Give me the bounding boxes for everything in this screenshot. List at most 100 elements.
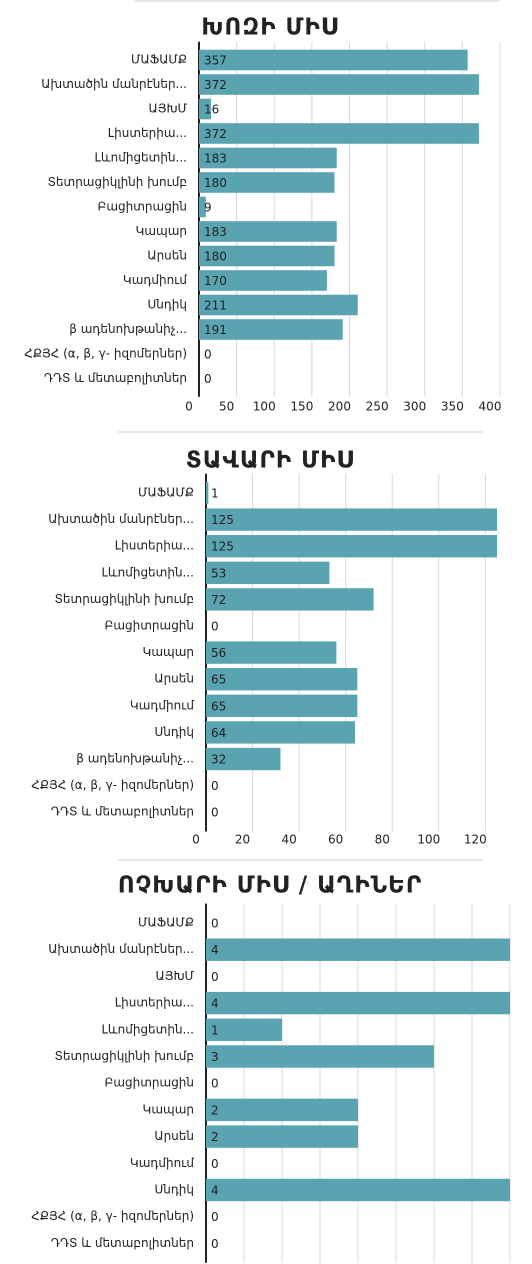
category-label: ԴԴՏ և մետաբոլիտներ xyxy=(44,371,187,385)
value-label: 372 xyxy=(204,127,227,141)
bar xyxy=(206,668,358,691)
x-tick-label: 120 xyxy=(464,833,487,847)
category-label: Լիստերիա... xyxy=(115,539,194,553)
category-label: Սնդիկ xyxy=(154,1183,194,1197)
bar xyxy=(206,588,374,611)
value-label: 180 xyxy=(204,250,227,264)
x-tick-label: 20 xyxy=(235,833,250,847)
value-label: 183 xyxy=(204,152,227,166)
bar xyxy=(199,172,335,193)
value-label: 0 xyxy=(211,1237,219,1251)
bar xyxy=(199,49,468,71)
category-label: Ախտածին մանրէներ... xyxy=(48,512,194,526)
bar xyxy=(199,196,206,218)
category-label: ԴԴՏ և մետաբոլիտներ xyxy=(51,1236,194,1250)
x-tick-label: 0 xyxy=(185,400,193,414)
value-label: 56 xyxy=(211,646,226,660)
value-label: 0 xyxy=(211,970,219,984)
value-label: 2 xyxy=(211,1130,219,1144)
chart-title: ԽՈԶԻ ՄԻՍ xyxy=(201,15,338,41)
category-label: Լևոմիցետին... xyxy=(102,565,195,579)
bar xyxy=(206,694,358,717)
x-tick-label: 0 xyxy=(192,833,200,847)
bar xyxy=(199,270,327,291)
value-label: 16 xyxy=(204,103,219,117)
bar xyxy=(206,535,497,558)
category-label: Լիստերիա... xyxy=(115,996,194,1010)
category-label: Սնդիկ xyxy=(154,725,194,739)
bar xyxy=(206,1018,282,1042)
value-label: 0 xyxy=(204,372,212,386)
category-label: Կապար xyxy=(143,645,194,659)
bar xyxy=(206,481,209,505)
category-label: Արսեն xyxy=(147,249,187,263)
bar xyxy=(199,123,479,144)
chart-title: ՏԱՎԱՐԻ ՄԻՍ xyxy=(186,448,354,474)
category-label: Ախտածին մանրէներ... xyxy=(41,77,187,91)
category-label: Սնդիկ xyxy=(147,298,187,312)
bar xyxy=(199,319,343,340)
bar xyxy=(206,1098,358,1122)
value-label: 1 xyxy=(211,1023,219,1037)
value-label: 0 xyxy=(211,1210,219,1224)
category-label: Կադմիում xyxy=(130,1156,194,1170)
category-label: Տետրացիկլինի խումբ xyxy=(54,1049,194,1063)
value-label: 4 xyxy=(211,1184,219,1198)
category-label: ՄԱՖԱՄՔ xyxy=(131,53,187,67)
category-label: ՄԱՖԱՄՔ xyxy=(138,916,194,930)
value-label: 0 xyxy=(211,1157,219,1171)
value-label: 357 xyxy=(204,54,227,68)
value-label: 0 xyxy=(211,1077,219,1091)
chart-title: ՈՉԽԱՐԻ ՄԻՍ / ԱՂԻՆԵՐ xyxy=(118,873,422,899)
value-label: 2 xyxy=(211,1103,219,1117)
value-label: 64 xyxy=(211,726,226,740)
value-label: 9 xyxy=(204,201,212,215)
bar xyxy=(206,1045,434,1068)
value-label: 3 xyxy=(211,1050,219,1064)
value-label: 4 xyxy=(211,943,219,957)
value-label: 53 xyxy=(211,566,226,580)
category-label: Տետրացիկլինի խումբ xyxy=(54,592,194,606)
bar xyxy=(206,1125,358,1148)
value-label: 4 xyxy=(211,997,219,1011)
value-label: 0 xyxy=(211,779,219,793)
x-tick-label: 100 xyxy=(253,400,276,414)
x-tick-label: 400 xyxy=(479,400,502,414)
category-label: Լևոմիցետին... xyxy=(102,1022,195,1036)
bar xyxy=(206,561,330,584)
category-label: β ադենոխթանիչ... xyxy=(69,322,187,336)
category-label: Կադմիում xyxy=(123,273,187,287)
bar xyxy=(206,508,497,531)
category-label: Բացիտրացին xyxy=(98,200,187,214)
category-label: ԴԴՏ և մետաբոլիտներ xyxy=(51,805,194,819)
value-label: 32 xyxy=(211,753,226,767)
category-label: ՄԱՖԱՄՔ xyxy=(138,486,194,500)
x-tick-label: 50 xyxy=(219,400,234,414)
x-tick-label: 60 xyxy=(328,833,343,847)
bar xyxy=(199,147,337,169)
category-label: Բացիտրացին xyxy=(105,1076,194,1090)
value-label: 0 xyxy=(211,620,219,634)
category-label: Կադմիում xyxy=(130,698,194,712)
category-label: Ախտածին մանրէներ... xyxy=(48,942,194,956)
category-label: β ադենոխթանիչ... xyxy=(76,752,194,766)
value-label: 72 xyxy=(211,593,226,607)
x-tick-label: 80 xyxy=(375,833,390,847)
bar xyxy=(199,98,212,120)
bar xyxy=(206,721,355,744)
x-tick-label: 100 xyxy=(417,833,440,847)
value-label: 65 xyxy=(211,673,226,687)
value-label: 65 xyxy=(211,699,226,713)
category-label: Կապար xyxy=(136,224,187,238)
bar xyxy=(206,641,337,664)
x-tick-label: 350 xyxy=(441,400,464,414)
x-tick-label: 250 xyxy=(366,400,389,414)
value-label: 125 xyxy=(211,540,234,554)
category-label: ՀՔՅՀ (α, β, γ- իզոմերներ) xyxy=(31,778,194,792)
bar xyxy=(199,74,479,95)
value-label: 180 xyxy=(204,176,227,190)
bar xyxy=(206,747,281,771)
category-label: ՀՔՅՀ (α, β, γ- իզոմերներ) xyxy=(24,347,187,361)
bar xyxy=(199,245,335,267)
